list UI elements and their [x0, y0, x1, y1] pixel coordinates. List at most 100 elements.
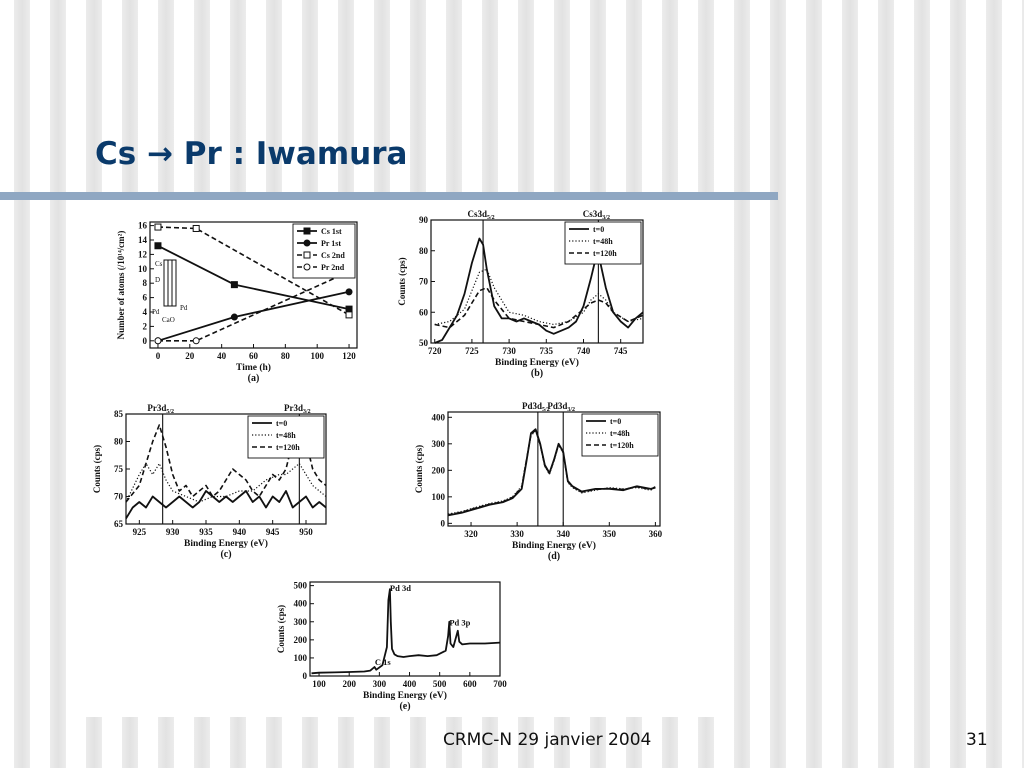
x-tick-label-c: 940 [233, 527, 247, 537]
x-tick-label-b: 745 [614, 346, 628, 356]
y-tick-label-c: 85 [114, 409, 124, 419]
x-tick-label-d: 360 [649, 529, 663, 539]
x-axis-label-c: Binding Energy (eV) [184, 538, 268, 549]
chart-a: 0 20 40 60 80 100 120 0 2 4 6 8 10 12 14 16 Time (h) Numb… [116, 221, 358, 384]
legend-box-a [292, 223, 356, 279]
x-tick-label-a: 80 [281, 351, 291, 361]
y-tick-label-a: 16 [138, 221, 148, 231]
x-tick-label-e: 400 [403, 679, 417, 689]
series-line-a-2 [157, 226, 350, 316]
x-axis-label-a: Time (h) [236, 362, 271, 373]
y-tick-label-b: 50 [419, 338, 429, 348]
peak-label-sub-b: 3/2 [602, 215, 610, 221]
series-line-a-1 [157, 290, 350, 342]
x-tick-label-a: 20 [185, 351, 195, 361]
x-tick-label-d: 350 [603, 529, 617, 539]
chart-b: 720 725 730 735 740 745 50 60 70 80 90 Binding Ener… [397, 209, 644, 379]
legend-marker-a [303, 239, 311, 247]
figure-charts: 0 20 40 60 80 100 120 0 2 4 6 8 10 12 14 16 Time (h) Numb… [92, 209, 663, 712]
data-point-a [192, 337, 200, 345]
y-tick-label-b: 60 [419, 307, 429, 317]
y-axis-label-d: Counts (cps) [414, 445, 424, 493]
data-point-a [230, 281, 238, 289]
legend-label-a: Cs 1st [321, 227, 342, 236]
x-tick-label-c: 950 [299, 527, 313, 537]
y-tick-label-c: 70 [114, 492, 124, 502]
chart-e: 100 200 300 400 500 600 7000100200300400500Bin… [276, 581, 507, 712]
y-tick-label-a: 12 [138, 249, 148, 259]
legend-label-c: t=48h [276, 431, 296, 440]
x-tick-label-e: 200 [342, 679, 356, 689]
panel-label-a: (a) [248, 373, 260, 384]
x-tick-label-b: 730 [502, 346, 516, 356]
peak-label-c: Pr3d3/2 [284, 403, 311, 415]
y-tick-label-a: 2 [143, 321, 148, 331]
data-point-a [345, 305, 353, 313]
annotation-e: Pd 3d [390, 583, 411, 593]
panel-label-c: (c) [220, 549, 231, 560]
slide-title: Cs → Pr : Iwamura [95, 136, 408, 172]
x-tick-label-d: 340 [556, 529, 570, 539]
series-line-c-0 [125, 490, 327, 519]
x-tick-label-e: 300 [373, 679, 387, 689]
x-tick-label-b: 735 [540, 346, 554, 356]
data-point-a [345, 311, 353, 319]
x-tick-label-e: 600 [463, 679, 477, 689]
x-tick-label-e: 700 [493, 679, 507, 689]
legend-marker-a [303, 227, 311, 235]
legend-label-a: Pr 1st [321, 239, 341, 248]
y-tick-label-e: 100 [294, 653, 308, 663]
y-tick-label-e: 500 [294, 581, 308, 591]
data-point-a [230, 313, 238, 321]
plot-frame-d [447, 411, 661, 527]
data-point-a [154, 337, 162, 345]
chart-c: 925 930 935 940 945 950 65 70 75 80 85 Binding Ener… [92, 403, 327, 560]
panel-label-b: (b) [531, 368, 543, 379]
peak-label-b: Cs3d5/2 [467, 209, 494, 221]
y-tick-label-e: 400 [294, 599, 308, 609]
series-line-e-0 [311, 588, 501, 675]
x-tick-label-c: 935 [199, 527, 213, 537]
y-tick-label-e: 200 [294, 635, 308, 645]
x-tick-label-d: 330 [510, 529, 524, 539]
y-tick-label-d: 100 [432, 492, 446, 502]
peak-label-sub-d: 3/2 [567, 407, 575, 413]
legend-marker-a [303, 263, 311, 271]
y-tick-label-c: 65 [114, 519, 124, 529]
data-point-a [345, 288, 353, 296]
x-tick-label-d: 320 [464, 529, 478, 539]
y-axis-label-b: Counts (cps) [397, 257, 407, 305]
x-tick-label-a: 40 [217, 351, 227, 361]
page-number: 31 [966, 730, 988, 750]
inset-label: CaO [162, 316, 175, 324]
y-tick-label-b: 70 [419, 277, 429, 287]
x-tick-label-e: 500 [433, 679, 447, 689]
y-tick-label-c: 80 [114, 437, 124, 447]
legend-label-b: t=120h [593, 249, 617, 258]
peak-label-sub-b: 5/2 [487, 215, 495, 221]
series-line-c-1 [125, 462, 327, 503]
y-tick-label-d: 300 [432, 439, 446, 449]
peak-label-sub-c: 3/2 [303, 409, 311, 415]
data-point-a [154, 223, 162, 231]
legend-label-a: Pr 2nd [321, 263, 345, 272]
panel-label-d: (d) [548, 551, 560, 562]
x-tick-label-c: 945 [266, 527, 280, 537]
x-axis-label-e: Binding Energy (eV) [363, 690, 447, 701]
x-tick-label-b: 720 [428, 346, 442, 356]
peak-label-d: Pd3d3/2 [547, 401, 575, 413]
title-divider [0, 192, 778, 200]
chart-d: 320 330 340 350 360 0 100 200 300 400 Binding Ener… [414, 401, 663, 562]
y-tick-label-d: 200 [432, 465, 446, 475]
x-tick-label-a: 60 [249, 351, 259, 361]
x-axis-label-b: Binding Energy (eV) [495, 357, 579, 368]
figure-panel: 0 20 40 60 80 100 120 0 2 4 6 8 10 12 14 16 Time (h) Numb… [78, 200, 718, 717]
legend-label-a: Cs 2nd [321, 251, 345, 260]
y-tick-label-a: 10 [138, 264, 148, 274]
series-line-b-2 [434, 286, 644, 329]
peak-label-sub-d: 5/2 [542, 407, 550, 413]
series-line-b-1 [434, 268, 644, 326]
y-tick-label-a: 0 [143, 336, 148, 346]
y-tick-label-a: 4 [143, 307, 148, 317]
y-tick-label-a: 14 [138, 235, 148, 245]
